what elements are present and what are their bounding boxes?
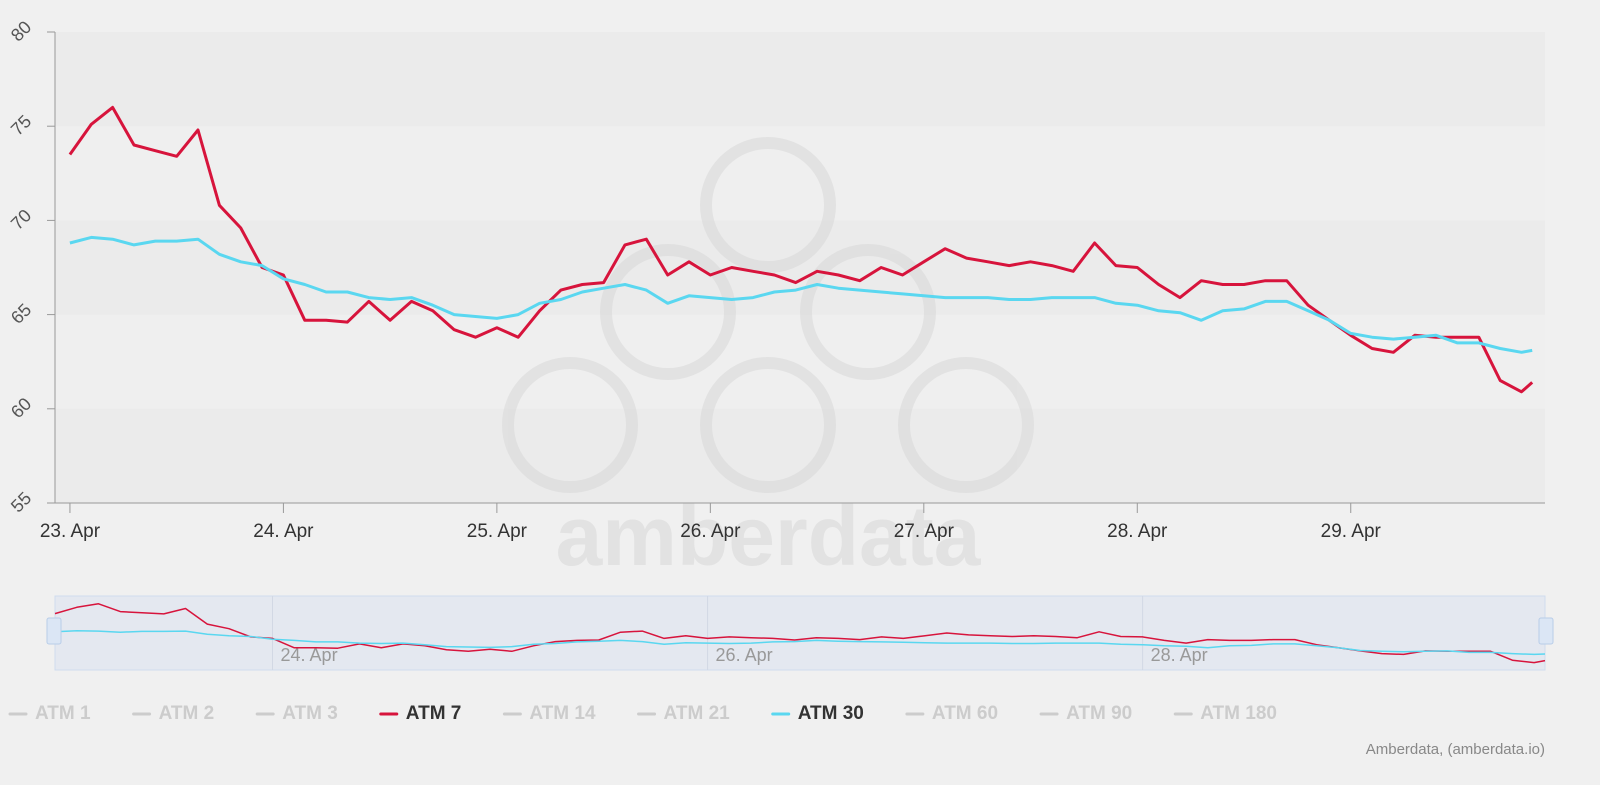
plot-band (55, 220, 1545, 315)
x-tick-label: 26. Apr (680, 521, 741, 542)
navigator-tick-label: 28. Apr (1151, 645, 1208, 665)
legend-label: ATM 2 (159, 703, 215, 724)
legend-item[interactable]: ATM 30 (771, 703, 864, 724)
navigator-line (54, 603, 1546, 664)
legend-label: ATM 21 (664, 703, 731, 724)
legend-label: ATM 3 (282, 703, 338, 724)
series-line (68, 105, 1534, 394)
legend-label: ATM 1 (35, 703, 91, 724)
plot-band (55, 32, 1545, 127)
legend-item[interactable]: ATM 3 (255, 703, 338, 724)
legend-item[interactable]: ATM 1 (8, 703, 91, 724)
legend-label: ATM 90 (1066, 703, 1132, 724)
legend-item[interactable]: ATM 14 (502, 703, 596, 724)
navigator-tick-label: 26. Apr (716, 645, 773, 665)
legend-item[interactable]: ATM 2 (132, 703, 215, 724)
watermark-text: amberdata (556, 489, 982, 583)
plot-band (55, 126, 1545, 221)
legend-item[interactable]: ATM 21 (637, 703, 731, 724)
legend-label: ATM 180 (1200, 703, 1277, 724)
plot-bands (55, 32, 1545, 503)
legend-label: ATM 7 (406, 703, 462, 724)
x-tick-label: 24. Apr (253, 521, 314, 542)
credits[interactable]: Amberdata, (amberdata.io) (1366, 741, 1545, 758)
plot-band (55, 408, 1545, 503)
x-tick-label: 29. Apr (1321, 521, 1382, 542)
x-tick-label: 25. Apr (467, 521, 528, 542)
x-tick-label: 27. Apr (894, 521, 955, 542)
x-tick-label: 23. Apr (40, 521, 101, 542)
legend-label: ATM 30 (798, 703, 864, 724)
plot-band (55, 314, 1545, 409)
legend-item[interactable]: ATM 90 (1039, 703, 1132, 724)
legend-item[interactable]: ATM 7 (379, 703, 462, 724)
navigator-handle[interactable] (1538, 617, 1554, 645)
legend-item[interactable]: ATM 60 (905, 703, 998, 724)
x-tick-label: 28. Apr (1107, 521, 1168, 542)
navigator-line (54, 629, 1546, 656)
legend-label: ATM 14 (529, 703, 596, 724)
navigator-background (54, 595, 1546, 671)
legend-item[interactable]: ATM 180 (1173, 703, 1277, 724)
legend-label: ATM 60 (932, 703, 998, 724)
series-line (69, 235, 1533, 354)
navigator-handle[interactable] (46, 617, 62, 645)
watermark-logo (502, 137, 1034, 493)
navigator-tick-label: 24. Apr (281, 645, 338, 665)
